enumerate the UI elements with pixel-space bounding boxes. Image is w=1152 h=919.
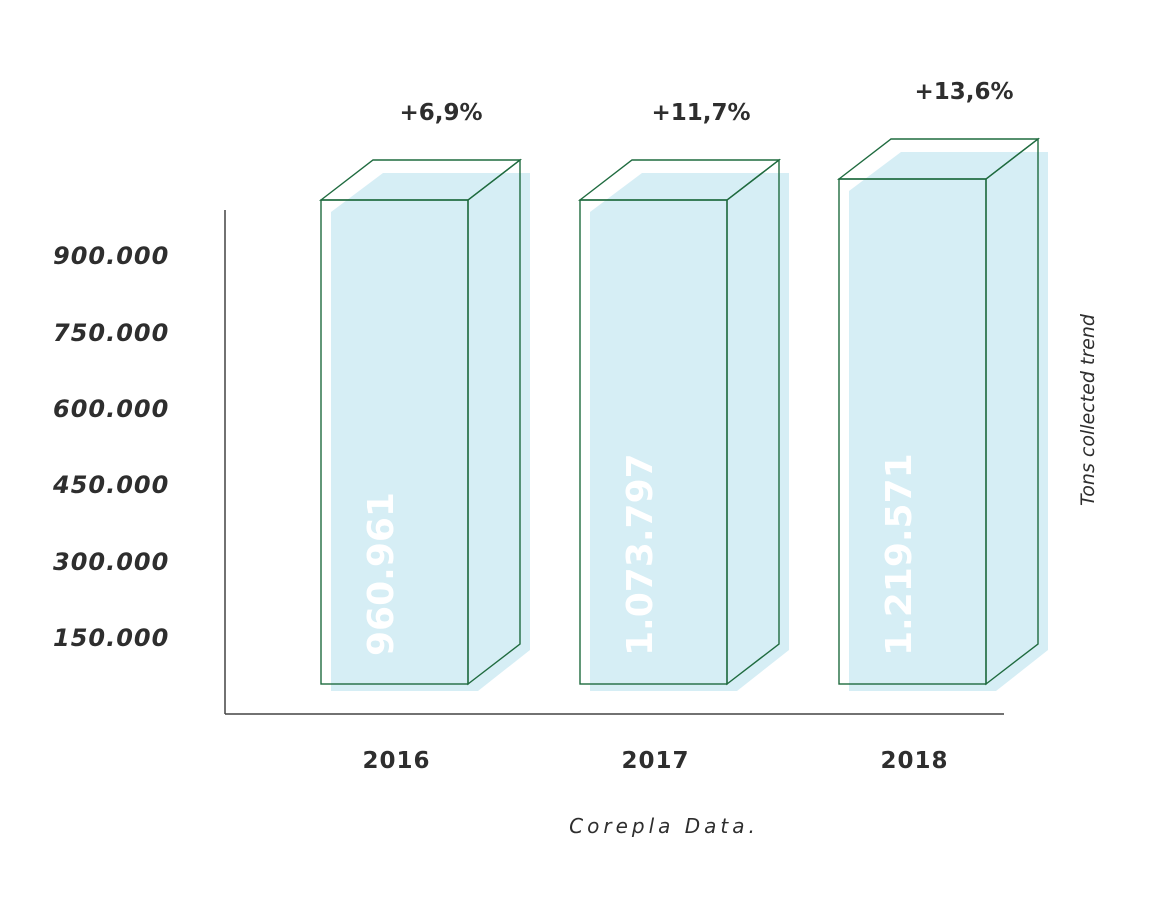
bar-2017: 1.073.797 +11,7% 2017 xyxy=(577,100,789,774)
growth-label: +11,7% xyxy=(651,100,750,126)
y-tick-label: 600.000 xyxy=(53,395,169,423)
growth-label: +13,6% xyxy=(914,79,1013,105)
x-tick-label: 2018 xyxy=(880,748,948,774)
y-tick-labels: 150.000 300.000 450.000 600.000 750.000 900.0… xyxy=(52,242,169,652)
bars-group: 960.961 +6,9% 2016 1.073.797 +11,7% 2017 1.219… xyxy=(318,79,1048,774)
bar-side-face xyxy=(726,158,780,686)
growth-label: +6,9% xyxy=(399,100,482,126)
bar-fill xyxy=(849,152,1048,691)
x-tick-label: 2016 xyxy=(362,748,430,774)
y-tick-label: 300.000 xyxy=(53,548,169,576)
source-label: Corepla Data. xyxy=(569,814,759,838)
y-tick-label: 750.000 xyxy=(53,319,169,347)
y-tick-label: 450.000 xyxy=(52,471,169,499)
bar-side-face xyxy=(467,158,521,686)
x-tick-label: 2017 xyxy=(621,748,689,774)
bar-fill xyxy=(331,173,530,691)
bar-value-label: 1.219.571 xyxy=(879,453,920,656)
bar-fill xyxy=(590,173,789,691)
y-tick-label: 150.000 xyxy=(53,624,169,652)
y-tick-label: 900.000 xyxy=(53,242,169,270)
bar-value-label: 1.073.797 xyxy=(620,453,661,656)
bar-side-face xyxy=(985,137,1039,686)
side-label: Tons collected trend xyxy=(1077,313,1099,506)
bar-2016: 960.961 +6,9% 2016 xyxy=(318,100,530,774)
bar-2018: 1.219.571 +13,6% 2018 xyxy=(836,79,1048,774)
bar-value-label: 960.961 xyxy=(361,492,402,656)
